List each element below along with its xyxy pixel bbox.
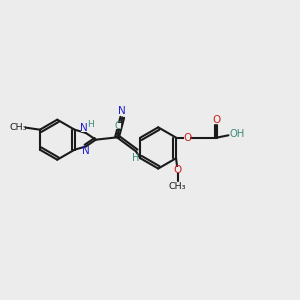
Text: CH₃: CH₃ xyxy=(169,182,186,191)
Text: OH: OH xyxy=(230,128,244,139)
FancyBboxPatch shape xyxy=(116,123,122,129)
Text: O: O xyxy=(183,133,191,142)
Text: N: N xyxy=(118,106,126,116)
FancyBboxPatch shape xyxy=(175,167,181,173)
FancyBboxPatch shape xyxy=(171,183,184,190)
Text: H: H xyxy=(132,153,139,163)
Text: C: C xyxy=(115,121,122,131)
FancyBboxPatch shape xyxy=(120,108,125,114)
FancyBboxPatch shape xyxy=(12,124,25,131)
Text: CH₃: CH₃ xyxy=(10,123,27,132)
Text: O: O xyxy=(213,115,221,125)
Text: O: O xyxy=(173,165,182,175)
Text: H: H xyxy=(87,120,94,129)
Text: N: N xyxy=(82,146,90,156)
FancyBboxPatch shape xyxy=(230,131,242,137)
FancyBboxPatch shape xyxy=(214,117,220,123)
Text: N: N xyxy=(80,123,87,133)
FancyBboxPatch shape xyxy=(82,148,89,154)
FancyBboxPatch shape xyxy=(184,135,190,141)
FancyBboxPatch shape xyxy=(81,124,91,132)
FancyBboxPatch shape xyxy=(133,155,139,161)
